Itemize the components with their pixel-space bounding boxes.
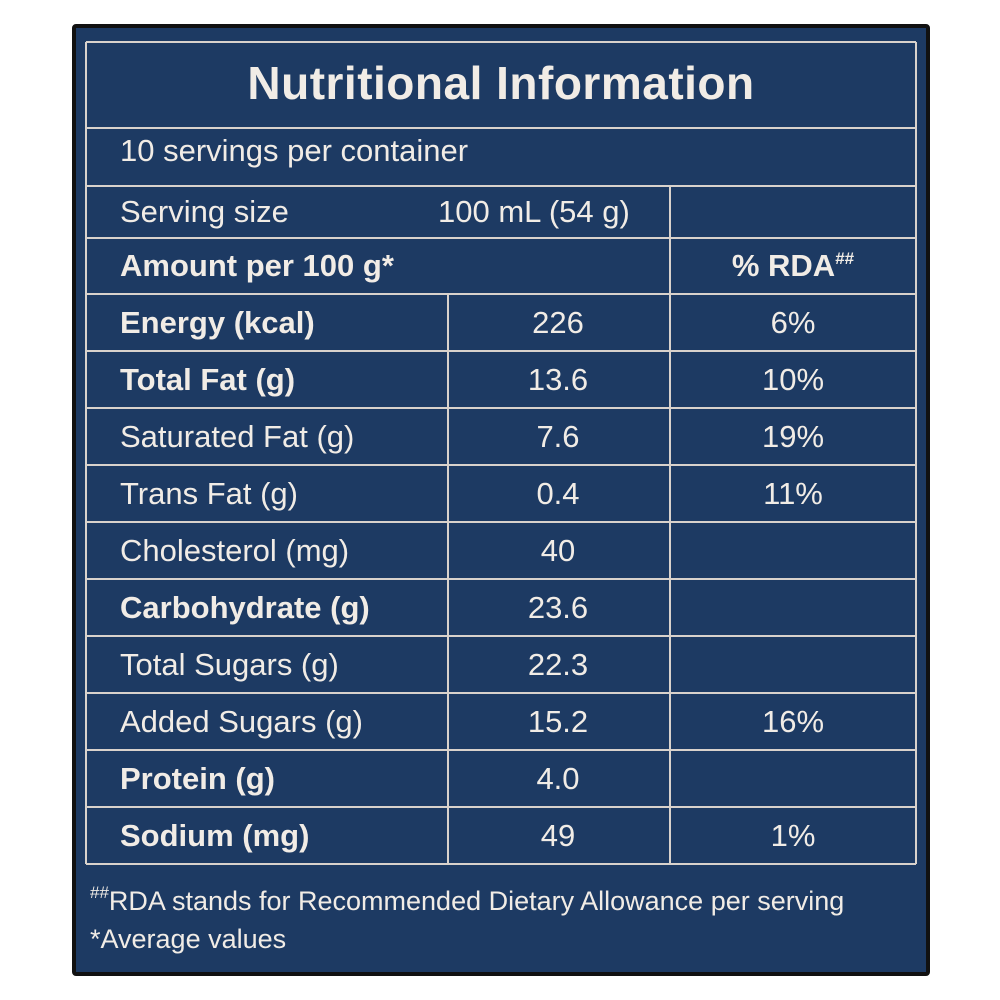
- nutrient-name-total-fat: Total Fat (g): [120, 362, 296, 397]
- nutrient-value-total-sugars: 22.3: [527, 647, 589, 682]
- amount-per-header: Amount per 100 g*: [120, 248, 394, 283]
- rda-footnote: ##RDA stands for Recommended Dietary All…: [90, 884, 844, 915]
- nutrient-value-trans-fat: 0.4: [536, 476, 580, 511]
- nutrient-value-sodium: 49: [540, 818, 576, 853]
- average-values-footnote: *Average values: [90, 924, 287, 954]
- nutrition-label: Nutritional Information 10 servings per …: [72, 24, 930, 976]
- nutrient-rda-sodium: 1%: [770, 818, 816, 853]
- nutrient-name-cholesterol: Cholesterol (mg): [120, 533, 350, 568]
- nutrient-rda-trans-fat: 11%: [763, 476, 823, 511]
- nutrient-name-trans-fat: Trans Fat (g): [120, 476, 298, 511]
- nutrient-name-carbohydrate: Carbohydrate (g): [120, 590, 370, 625]
- nutrient-name-saturated-fat: Saturated Fat (g): [120, 419, 355, 454]
- rda-footnote-marker: ##: [90, 883, 109, 902]
- rda-header-label: % RDA: [731, 248, 836, 283]
- nutrient-name-total-sugars: Total Sugars (g): [120, 647, 339, 682]
- nutrient-value-saturated-fat: 7.6: [536, 419, 580, 454]
- rda-header: % RDA##: [670, 250, 916, 281]
- servings-per-container: 10 servings per container: [120, 133, 469, 168]
- serving-size-label: Serving size: [120, 194, 289, 229]
- nutrient-value-energy: 226: [532, 305, 584, 340]
- nutrient-name-sodium: Sodium (mg): [120, 818, 310, 853]
- nutrient-name-protein: Protein (g): [120, 761, 275, 796]
- nutrient-name-energy: Energy (kcal): [120, 305, 315, 340]
- panel-title: Nutritional Information: [247, 57, 755, 109]
- nutrient-name-added-sugars: Added Sugars (g): [120, 704, 363, 739]
- nutrient-value-total-fat: 13.6: [527, 362, 589, 397]
- rda-footnote-text: RDA stands for Recommended Dietary Allow…: [108, 886, 845, 916]
- nutrient-value-added-sugars: 15.2: [527, 704, 589, 739]
- nutrient-rda-saturated-fat: 19%: [761, 419, 825, 454]
- nutrient-value-cholesterol: 40: [540, 533, 576, 568]
- nutrient-value-protein: 4.0: [536, 761, 580, 796]
- serving-size-value: 100 mL (54 g): [438, 194, 630, 229]
- nutrient-rda-added-sugars: 16%: [761, 704, 825, 739]
- nutrient-rda-energy: 6%: [770, 305, 816, 340]
- rda-header-marker: ##: [835, 249, 855, 268]
- nutrient-value-carbohydrate: 23.6: [527, 590, 589, 625]
- nutrient-rda-total-fat: 10%: [761, 362, 825, 397]
